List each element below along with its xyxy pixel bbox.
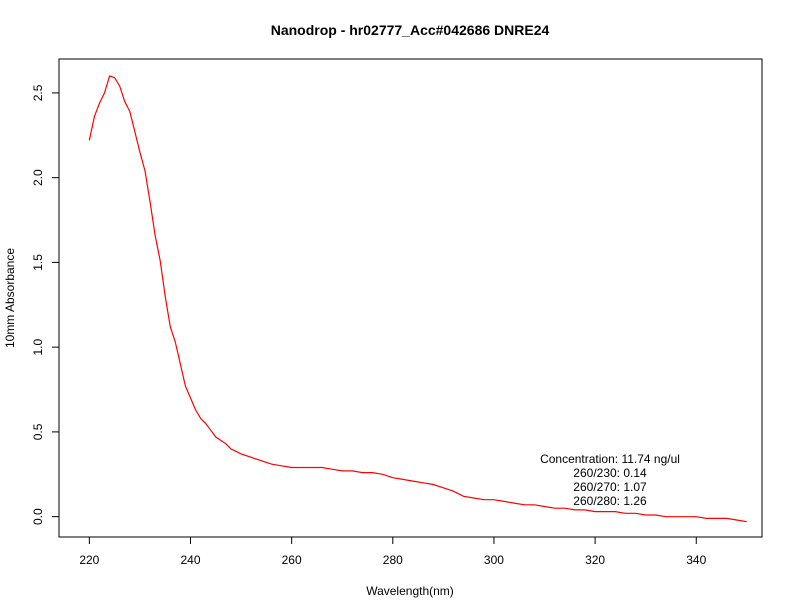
absorbance-series-line <box>88 75 747 523</box>
chart-title: Nanodrop - hr02777_Acc#042686 DNRE24 <box>271 22 550 38</box>
y-tick-label: 0.0 <box>31 508 45 525</box>
x-tick-label: 280 <box>383 553 403 567</box>
y-tick-label: 0.5 <box>31 423 45 440</box>
x-tick-label: 340 <box>686 553 706 567</box>
plot-area-border <box>58 58 763 538</box>
y-tick-label: 1.5 <box>31 254 45 271</box>
ratio-260-270-annotation: 260/270: 1.07 <box>573 480 647 494</box>
measurement-annotations: Concentration: 11.74 ng/ul 260/230: 0.14… <box>540 452 680 508</box>
x-axis-label: Wavelength(nm) <box>366 584 454 598</box>
y-tick-label: 1.0 <box>31 338 45 355</box>
y-axis: 0.0 0.5 1.0 1.5 2.0 2.5 <box>31 84 59 525</box>
x-tick-label: 320 <box>585 553 605 567</box>
concentration-annotation: Concentration: 11.74 ng/ul <box>540 452 680 466</box>
x-tick-label: 300 <box>484 553 504 567</box>
ratio-260-230-annotation: 260/230: 0.14 <box>573 466 647 480</box>
x-tick-label: 240 <box>180 553 200 567</box>
x-tick-label: 220 <box>79 553 99 567</box>
x-axis: 220 240 260 280 300 320 340 <box>79 537 707 567</box>
y-tick-label: 2.5 <box>31 84 45 101</box>
y-axis-label: 10mm Absorbance <box>3 248 17 348</box>
ratio-260-280-annotation: 260/280: 1.26 <box>573 494 647 508</box>
y-tick-label: 2.0 <box>31 169 45 186</box>
x-tick-label: 260 <box>282 553 302 567</box>
